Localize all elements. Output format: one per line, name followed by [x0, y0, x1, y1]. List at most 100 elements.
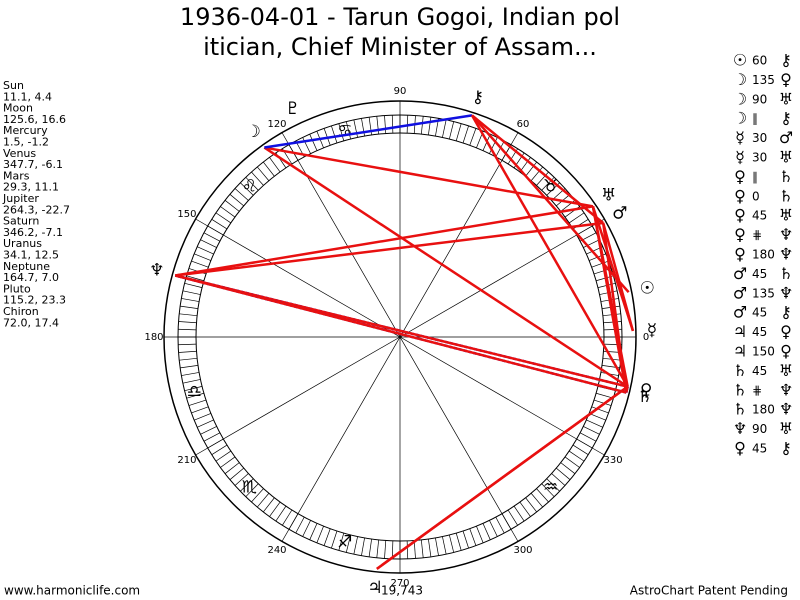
aspect-angle: 180 [752, 403, 775, 417]
ring-tick [536, 488, 549, 503]
degree-label: 330 [603, 455, 622, 466]
ring-tick [316, 526, 324, 543]
footer-site: www.harmoniclife.com [4, 584, 140, 598]
planet-position: 115.2, 23.3 [3, 294, 66, 307]
aspect-planet: ♀ [734, 439, 746, 458]
footer-note: AstroChart Patent Pending [630, 584, 788, 598]
aspect-planet: ♄ [733, 400, 747, 419]
aspect-angle: 45 [752, 442, 767, 456]
planet-position: 346.2, -7.1 [3, 226, 63, 239]
ring-tick [541, 483, 555, 497]
aspect-planet: ☉ [733, 51, 747, 70]
planet-position: 1.5, -1.2 [3, 136, 49, 149]
planet-name: Sun [3, 79, 24, 92]
aspect-planet: ⚷ [780, 439, 792, 458]
ring-tick [179, 357, 198, 361]
ring-tick [178, 328, 197, 331]
ring-tick [579, 432, 597, 442]
ring-tick [536, 171, 549, 186]
ring-tick [455, 123, 462, 141]
aspect-planet: ♅ [779, 89, 793, 108]
aspect-planet: ♃ [733, 342, 747, 361]
ring-tick [489, 520, 498, 537]
planet-glyph: ☿ [647, 320, 657, 340]
ring-tick [186, 275, 204, 282]
ring-tick [182, 290, 201, 295]
ring-tick [420, 116, 424, 135]
aspect-angle: 60 [752, 54, 767, 68]
planet-name: Jupiter [2, 192, 39, 205]
aspect-planet: ♄ [733, 380, 747, 399]
ring-tick [353, 119, 358, 138]
planet-position: 11.1, 4.4 [3, 90, 52, 103]
sign-glyph: ♐ [337, 533, 352, 553]
ring-tick [220, 456, 236, 468]
planet-name: Saturn [3, 215, 39, 228]
ring-tick [513, 505, 525, 522]
degree-label: 210 [177, 455, 196, 466]
aspect-planet: ♅ [779, 148, 793, 167]
ring-tick [215, 450, 232, 462]
ring-tick [489, 137, 498, 154]
title-line: itician, Chief Minister of Assam... [203, 33, 597, 61]
ring-tick [178, 343, 197, 346]
aspect-planet: ♀ [734, 186, 746, 205]
degree-label: 270 [390, 578, 409, 589]
ring-tick [184, 282, 203, 288]
ring-tick [384, 540, 387, 559]
ring-tick [229, 194, 244, 207]
aspect-planet: ♄ [779, 167, 793, 186]
ring-tick [331, 530, 338, 549]
degree-label: 60 [517, 119, 530, 130]
ring-tick [186, 392, 204, 399]
ring-tick [413, 540, 416, 559]
degree-label: 90 [394, 86, 407, 97]
aspect-angle: 30 [752, 151, 767, 165]
aspect-planet: ♆ [779, 380, 793, 399]
ring-tick [442, 536, 447, 555]
aspect-planet: ☽ [733, 70, 747, 89]
ring-tick [406, 540, 409, 559]
aspect-line [591, 206, 628, 393]
ring-tick [197, 419, 214, 428]
aspect-line [376, 385, 629, 570]
aspect-planet: ♄ [733, 361, 747, 380]
aspect-planet: ♆ [779, 225, 793, 244]
aspect-line [264, 114, 473, 149]
aspect-angle: ⋕ [752, 228, 762, 242]
aspect-angle: 90 [752, 92, 767, 106]
ring-tick [194, 253, 211, 261]
ring-tick [361, 537, 365, 556]
ring-tick [560, 462, 576, 474]
ring-tick [245, 483, 259, 497]
aspect-angle: 45 [752, 209, 767, 223]
ring-tick [596, 392, 614, 399]
ring-tick [180, 365, 199, 369]
degree-label: 180 [144, 332, 163, 343]
ring-tick [564, 456, 580, 468]
aspect-planet: ⚷ [780, 109, 792, 128]
sign-glyph: ♎ [187, 382, 202, 402]
ring-tick [251, 488, 264, 503]
ring-tick [556, 467, 571, 480]
ring-tick [251, 171, 264, 186]
aspect-planet: ♀ [734, 225, 746, 244]
aspect-planet: ♅ [779, 419, 793, 438]
sign-glyph: ♒ [543, 478, 558, 498]
ring-tick [184, 386, 203, 392]
ring-tick [338, 533, 345, 551]
ring-tick [194, 413, 211, 421]
ring-tick [519, 157, 531, 173]
planet-glyph: ☉ [640, 278, 655, 298]
ring-tick [345, 534, 351, 553]
ring-tick [215, 212, 232, 224]
ring-tick [449, 121, 455, 140]
planet-glyph: ♄ [637, 387, 652, 407]
ring-tick [469, 128, 477, 146]
ring-tick [551, 473, 566, 486]
aspect-planet: ♀ [780, 70, 792, 89]
degree-label: 120 [267, 119, 286, 130]
ring-tick [455, 533, 462, 551]
ring-tick [295, 516, 305, 534]
ring-tick [240, 182, 254, 196]
